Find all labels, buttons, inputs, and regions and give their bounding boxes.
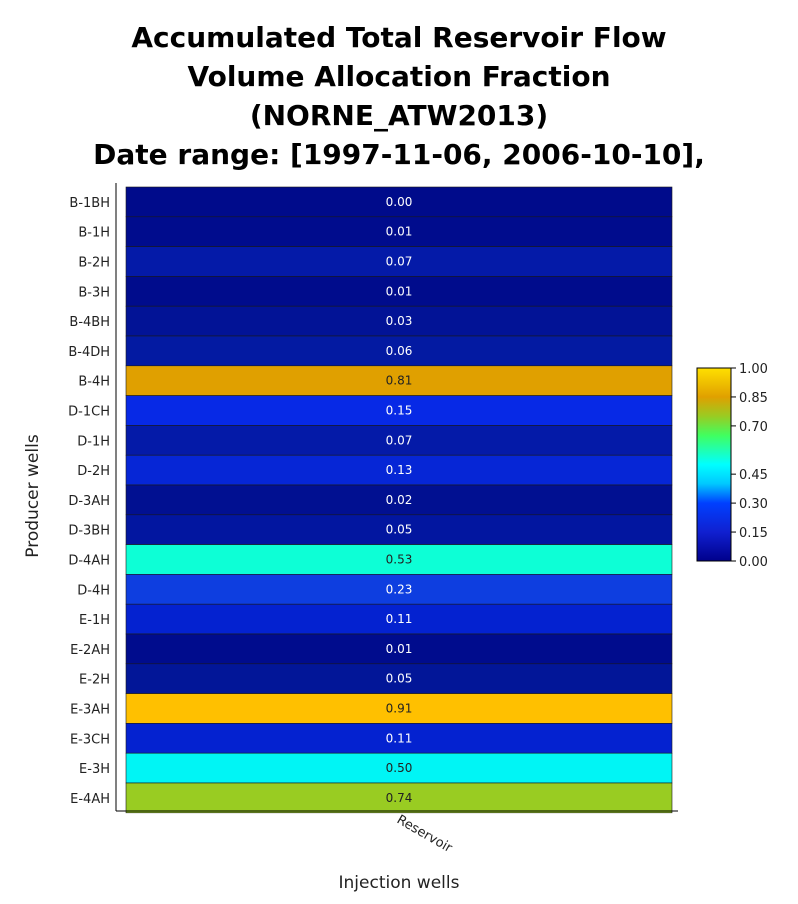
y-tick-label: B-1H (78, 226, 110, 241)
cell-value-label: 0.03 (386, 314, 413, 328)
cell-value-label: 0.07 (386, 255, 413, 269)
cell-value-label: 0.81 (386, 374, 413, 388)
heatmap-cell (125, 723, 673, 754)
x-axis-title: Injection wells (339, 873, 460, 893)
y-tick-label: D-3BH (68, 524, 110, 539)
y-tick-label: D-4H (77, 583, 110, 598)
cell-value-label: 0.11 (386, 731, 413, 745)
y-tick-label: E-2AH (70, 643, 110, 658)
y-tick-label: D-2H (77, 464, 110, 479)
colorbar-tick-label: 0.70 (739, 420, 768, 435)
heatmap-cell (125, 663, 673, 694)
cell-value-label: 0.02 (386, 493, 413, 507)
colorbar-tick-label: 0.00 (739, 555, 768, 570)
y-tick-label: E-3CH (70, 732, 110, 747)
heatmap-cells: 0.00 0.01 0.07 0.01 0.03 0.06 0.81 0.15 0.07 0.13… (125, 186, 673, 814)
y-tick-label: D-4AH (68, 554, 110, 569)
heatmap-cell (125, 484, 673, 516)
heatmap-cell (125, 186, 673, 218)
heatmap-cell (125, 693, 673, 724)
cell-value-label: 0.00 (386, 195, 413, 209)
cell-value-label: 0.01 (386, 642, 413, 656)
colorbar-tick-label: 0.45 (739, 468, 768, 483)
cell-value-label: 0.15 (386, 404, 413, 418)
colorbar: 0.00 0.15 0.30 0.45 0.70 0.85 1.00 (696, 362, 768, 570)
colorbar-tick-label: 0.85 (739, 391, 768, 406)
cell-value-label: 0.01 (386, 225, 413, 239)
heatmap-cell (125, 365, 673, 396)
colorbar-gradient (696, 367, 732, 562)
cell-value-label: 0.13 (386, 463, 413, 477)
y-tick-label: E-2H (79, 673, 110, 688)
heatmap-cell (125, 395, 673, 426)
colorbar-tick-label: 1.00 (739, 362, 768, 377)
y-tick-label: B-3H (78, 285, 110, 300)
y-tick-label: E-3AH (70, 703, 110, 718)
cell-value-label: 0.23 (386, 582, 413, 596)
cell-value-label: 0.01 (386, 284, 413, 298)
heatmap-cell (125, 574, 673, 605)
y-tick-label: B-4BH (69, 315, 110, 330)
cell-value-label: 0.11 (386, 612, 413, 626)
cell-value-label: 0.74 (386, 791, 413, 805)
cell-value-label: 0.05 (386, 523, 413, 537)
colorbar-tick-label: 0.30 (739, 497, 768, 512)
chart-title-line-4: Date range: [1997-11-06, 2006-10-10], (93, 138, 705, 171)
chart-title-line-2: Volume Allocation Fraction (187, 60, 611, 93)
y-tick-label: B-4DH (68, 345, 110, 360)
heatmap-cell (125, 454, 673, 486)
heatmap-cell (125, 425, 673, 456)
chart-title-line-3: (NORNE_ATW2013) (249, 99, 549, 132)
cell-value-label: 0.53 (386, 553, 413, 567)
y-tick-label: E-3H (79, 762, 110, 777)
cell-value-label: 0.06 (386, 344, 413, 358)
y-tick-label: E-1H (79, 613, 110, 628)
heatmap-cell (125, 514, 673, 545)
y-tick-label: D-3AH (68, 494, 110, 509)
heatmap-cell (125, 246, 673, 277)
colorbar-tick-label: 0.15 (739, 526, 768, 541)
heatmap-cell (125, 633, 673, 665)
y-axis-title: Producer wells (23, 434, 43, 558)
heatmap-cell (125, 752, 673, 784)
cell-value-label: 0.05 (386, 672, 413, 686)
heatmap-cell (125, 782, 673, 814)
cell-value-label: 0.07 (386, 433, 413, 447)
y-tick-label: D-1CH (68, 405, 110, 420)
y-tick-label: B-1BH (69, 196, 110, 211)
y-tick-label: B-2H (78, 256, 110, 271)
y-tick-label: B-4H (78, 375, 110, 390)
y-tick-label: D-1H (77, 434, 110, 449)
cell-value-label: 0.91 (386, 702, 413, 716)
chart-title-line-1: Accumulated Total Reservoir Flow (131, 21, 667, 54)
y-tick-label: E-4AH (70, 792, 110, 807)
y-tick-labels: B-1BH B-1H B-2H B-3H B-4BH B-4DH B-4H D-1CH D-1H… (68, 196, 110, 807)
heatmap-cell (125, 276, 673, 307)
heatmap-cell (125, 216, 673, 247)
chart-title: Accumulated Total Reservoir Flow Volume … (0, 18, 798, 174)
cell-value-label: 0.50 (386, 761, 413, 775)
x-tick-label-reservoir: Reservoir (394, 812, 455, 856)
axes (115, 183, 678, 812)
